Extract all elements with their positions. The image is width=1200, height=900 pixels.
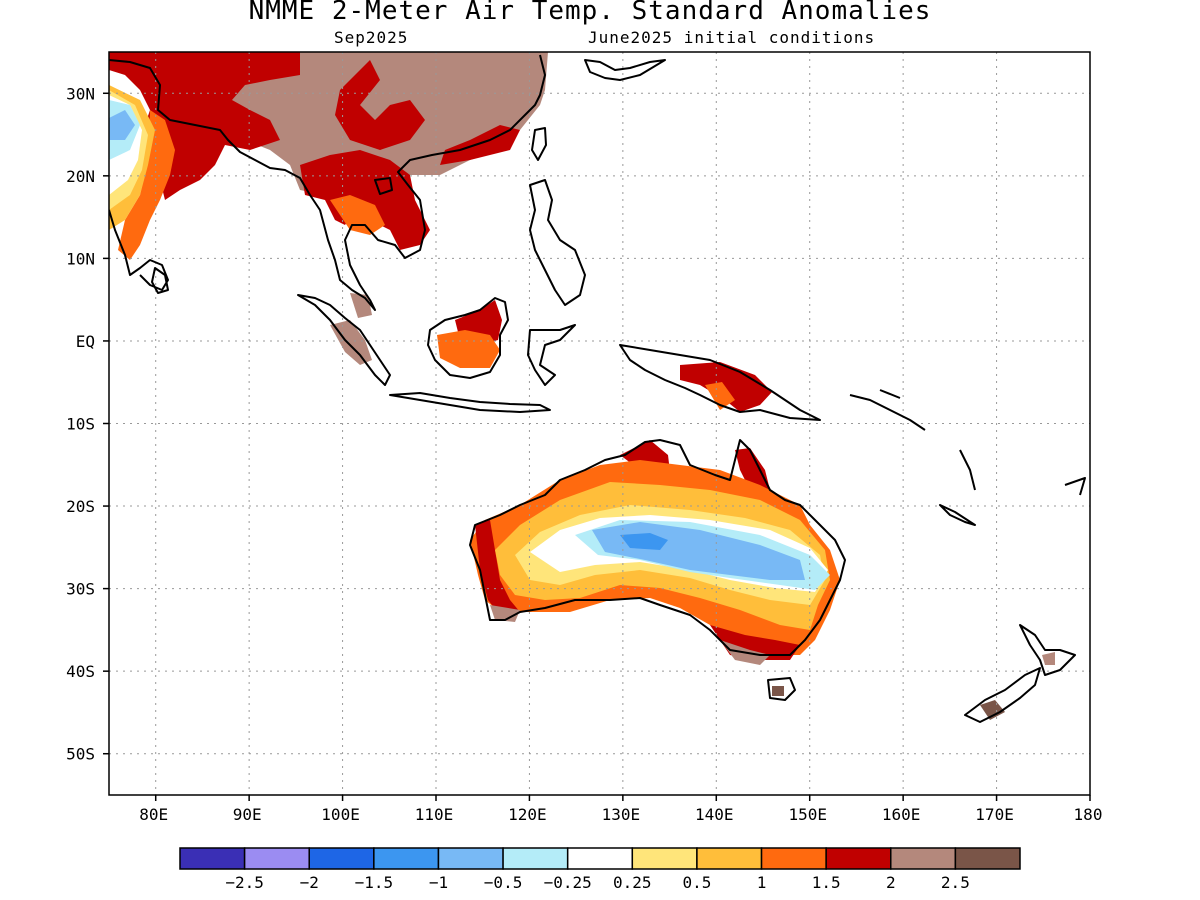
anomaly-region-tasmania bbox=[772, 686, 784, 696]
latitude-axis: 30N 20N 10N EQ 10S 20S 30S 40S 50S bbox=[66, 84, 109, 764]
coastline-philippines bbox=[529, 179, 586, 306]
lon-tick-label: 90E bbox=[233, 805, 262, 824]
lon-tick-label: 110E bbox=[415, 805, 454, 824]
lat-tick-label: 30N bbox=[66, 84, 95, 103]
coastline-sri-lanka bbox=[151, 267, 169, 294]
lon-tick-label: 140E bbox=[695, 805, 734, 824]
anomaly-region-indochina-orange bbox=[330, 195, 385, 235]
map-title: NMME 2-Meter Air Temp. Standard Anomalie… bbox=[248, 0, 932, 26]
lat-tick-label: 10S bbox=[66, 415, 95, 434]
lon-tick-label: 130E bbox=[602, 805, 641, 824]
legend-label: −2.5 bbox=[225, 873, 264, 892]
legend-swatch bbox=[890, 847, 957, 870]
coastline-new-guinea bbox=[619, 344, 821, 421]
legend-swatch bbox=[308, 847, 375, 870]
coastline-sulawesi bbox=[527, 324, 576, 386]
lat-lon-grid bbox=[109, 52, 1090, 795]
legend-label: 0.25 bbox=[613, 873, 652, 892]
coastline-asia bbox=[109, 54, 546, 311]
lon-tick-label: 150E bbox=[788, 805, 827, 824]
anomaly-region-new-guinea bbox=[680, 362, 772, 412]
coastline-sumatra bbox=[297, 294, 391, 386]
legend-swatch bbox=[502, 847, 569, 870]
anomaly-region-india-orange bbox=[118, 110, 175, 260]
initial-conditions-label: June2025 initial conditions bbox=[588, 28, 876, 47]
coastline-india bbox=[109, 209, 169, 291]
coastline-new-caledonia bbox=[939, 504, 976, 526]
coastlines bbox=[109, 54, 1086, 723]
lat-tick-label: 30S bbox=[66, 580, 95, 599]
lat-tick-label: 50S bbox=[66, 745, 95, 764]
legend-swatch bbox=[825, 847, 892, 870]
legend-label: −2 bbox=[300, 873, 319, 892]
anomaly-region-india-blue bbox=[109, 110, 135, 140]
anomaly-region-indochina bbox=[300, 150, 430, 250]
legend-label: 2 bbox=[886, 873, 896, 892]
legend-swatch bbox=[696, 847, 763, 870]
coastline-solomons bbox=[849, 389, 926, 431]
legend-swatch bbox=[243, 847, 310, 870]
coastline-australia bbox=[469, 439, 846, 656]
legend-swatch bbox=[179, 847, 246, 870]
longitude-axis: 80E 90E 100E 110E 120E 130E 140E 150E 160E 170E 18… bbox=[139, 795, 1102, 824]
lon-tick-label: 100E bbox=[321, 805, 360, 824]
legend-label: −0.25 bbox=[544, 873, 592, 892]
anomaly-region-new-zealand bbox=[980, 700, 1005, 720]
valid-month-label: Sep2025 bbox=[334, 28, 409, 47]
coastline-tasmania bbox=[767, 677, 796, 701]
lat-tick-label: 20N bbox=[66, 167, 95, 186]
coastline-hainan bbox=[374, 177, 393, 195]
legend-swatch bbox=[954, 847, 1021, 870]
legend-label: −1.5 bbox=[355, 873, 394, 892]
anomaly-region-australia-north bbox=[620, 440, 770, 490]
lon-tick-label: 80E bbox=[139, 805, 168, 824]
coastline-new-zealand-south bbox=[964, 667, 1041, 723]
lat-tick-label: 20S bbox=[66, 497, 95, 516]
legend-swatch bbox=[566, 847, 634, 870]
anomaly-region-australia-deepblue bbox=[620, 533, 668, 550]
anomaly-region-central-china bbox=[335, 60, 425, 150]
legend-label: −1 bbox=[429, 873, 448, 892]
legend-label: 0.5 bbox=[682, 873, 711, 892]
legend-label: −0.5 bbox=[484, 873, 523, 892]
legend-label: 1 bbox=[757, 873, 767, 892]
lon-tick-label: 120E bbox=[508, 805, 547, 824]
coastline-vanuatu-fiji bbox=[959, 449, 1086, 496]
legend-swatch bbox=[437, 847, 504, 870]
coastline-new-zealand-north bbox=[1019, 624, 1076, 676]
legend-label: 1.5 bbox=[812, 873, 841, 892]
anomaly-shading bbox=[109, 52, 1055, 720]
anomaly-region-new-guinea-orange bbox=[705, 382, 735, 410]
coastline-taiwan bbox=[531, 127, 547, 161]
legend-swatch bbox=[760, 847, 827, 870]
coastline-borneo bbox=[427, 297, 509, 379]
lon-tick-label: 160E bbox=[882, 805, 921, 824]
legend-label: 2.5 bbox=[941, 873, 970, 892]
color-legend: −2.5 −2 −1.5 −1 −0.5 −0.25 0.25 0.5 1 1.5 2 2.5 bbox=[179, 847, 1021, 892]
coastline-japan bbox=[584, 59, 666, 81]
legend-swatch bbox=[631, 847, 698, 870]
coastline-java bbox=[389, 392, 551, 413]
anomaly-region-borneo-orange bbox=[437, 330, 500, 368]
anomaly-region-australia-southwest bbox=[475, 520, 520, 615]
legend-swatch bbox=[373, 847, 440, 870]
anomaly-region-new-zealand-north bbox=[1042, 652, 1055, 665]
anomaly-region-sumatra bbox=[330, 320, 372, 365]
lat-tick-label: 10N bbox=[66, 249, 95, 268]
lon-tick-label: 180 bbox=[1074, 805, 1103, 824]
lat-tick-label: EQ bbox=[76, 332, 95, 351]
anomaly-region-australia-brown bbox=[490, 605, 770, 665]
lat-tick-label: 40S bbox=[66, 662, 95, 681]
lon-tick-label: 170E bbox=[975, 805, 1014, 824]
